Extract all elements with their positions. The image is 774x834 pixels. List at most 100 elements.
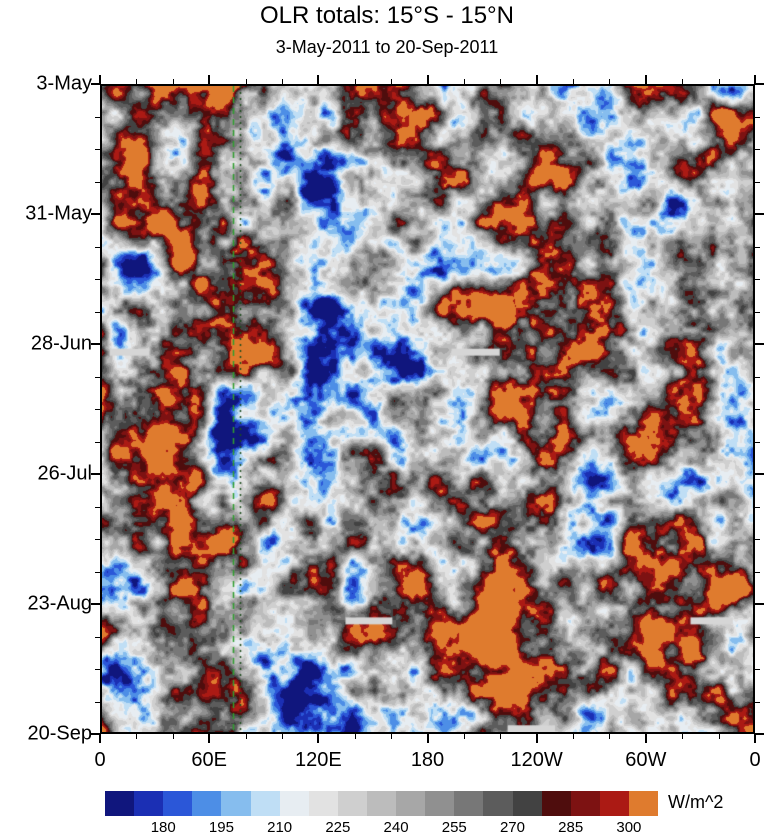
y-axis-right-minor-tick [755,571,760,573]
y-axis-minor-tick [95,116,100,118]
y-axis-major-tick [91,733,100,735]
y-axis-right-minor-tick [755,441,760,443]
colorbar-units-label: W/m^2 [668,792,724,812]
y-axis-right-minor-tick [755,506,760,508]
y-axis-right-minor-tick [755,246,760,248]
y-axis-minor-tick [95,181,100,183]
y-axis-right-minor-tick [755,116,760,118]
x-axis-top-major-tick [317,75,320,84]
x-tick-label: 0 [94,749,106,771]
colorbar-segment [396,791,426,816]
colorbar-segment [628,791,659,816]
colorbar-segment [192,791,222,816]
x-axis-minor-tick [573,734,575,739]
x-tick-label: 60W [625,749,667,771]
y-axis-right-minor-tick [755,636,760,638]
chart-subtitle: 3-May-2011 to 20-Sep-2011 [275,37,499,57]
x-axis-top-minor-tick [463,79,465,84]
x-tick-label: 60E [191,749,227,771]
colorbar-segment [512,791,542,816]
y-axis-minor-tick [95,441,100,443]
x-axis-minor-tick [245,734,247,739]
x-axis-top-major-tick [644,75,647,84]
y-axis-right-major-tick [755,603,764,605]
y-axis-right-minor-tick [755,701,760,703]
x-axis-top-major-tick [535,75,538,84]
x-axis-minor-tick [354,734,356,739]
x-axis-top-minor-tick [391,79,393,84]
x-axis-top-minor-tick [718,79,720,84]
x-tick-label: 0 [749,749,761,771]
y-axis-major-tick [91,343,100,345]
x-axis-top-minor-tick [573,79,575,84]
x-axis-top-minor-tick [500,79,502,84]
x-axis-major-tick [208,734,211,743]
y-axis-right-minor-tick [755,409,760,410]
colorbar-tick-label: 255 [441,819,467,834]
y-axis-minor-tick [95,506,100,508]
colorbar-segment [250,791,280,816]
hovmoller-field-canvas [102,86,753,732]
colorbar-segment [163,791,193,816]
y-tick-label: 26-Jul [37,462,92,485]
y-axis-right-major-tick [755,213,764,215]
y-axis-minor-tick [95,636,100,638]
colorbar-segment [366,791,397,816]
x-axis-minor-tick [682,734,684,739]
y-axis-minor-tick [95,409,100,410]
colorbar-tick-label: 225 [325,819,351,834]
colorbar-segment [308,791,338,816]
y-axis-right-minor-tick [755,669,760,670]
y-axis-right-minor-tick [755,311,760,313]
y-axis-right-major-tick [755,343,764,345]
y-axis-minor-tick [95,279,100,280]
y-axis-minor-tick [95,246,100,248]
x-axis-minor-tick [609,734,611,739]
colorbar-segment [541,791,571,816]
colorbar [105,791,659,816]
y-axis-right-minor-tick [755,149,760,150]
colorbar-tick-label: 195 [208,819,234,834]
x-axis-major-tick [317,734,320,743]
y-axis-right-major-tick [755,733,764,735]
y-axis-right-minor-tick [755,539,760,540]
y-axis-minor-tick [95,669,100,670]
x-axis-top-major-tick [754,75,756,84]
y-axis-minor-tick [95,149,100,150]
y-axis-major-tick [91,83,100,85]
colorbar-segment [337,791,367,816]
y-axis-right-major-tick [755,83,764,85]
colorbar-segment [134,791,164,816]
x-axis-major-tick [644,734,647,743]
x-axis-minor-tick [136,734,138,739]
y-tick-label: 31-May [25,202,92,225]
colorbar-segment [570,791,600,816]
y-axis-major-tick [91,603,100,605]
x-axis-minor-tick [391,734,393,739]
x-axis-top-minor-tick [245,79,247,84]
colorbar-segment [483,791,513,816]
x-axis-minor-tick [500,734,502,739]
colorbar-segment [425,791,455,816]
y-axis-minor-tick [95,376,100,378]
y-axis-minor-tick [95,571,100,573]
colorbar-tick-label: 210 [267,819,293,834]
x-axis-major-tick [426,734,429,743]
y-tick-label: 28-Jun [30,332,92,355]
colorbar-segment [105,791,135,816]
x-axis-minor-tick [172,734,174,739]
x-axis-minor-tick [718,734,720,739]
y-axis-minor-tick [95,701,100,703]
colorbar-segment [454,791,484,816]
x-axis-top-major-tick [208,75,211,84]
colorbar-segment [279,791,309,816]
y-axis-right-minor-tick [755,181,760,183]
y-tick-label: 3-May [36,72,92,95]
x-axis-major-tick [99,734,101,743]
chart-title: OLR totals: 15°S - 15°N [260,2,514,29]
colorbar-tick-label: 285 [558,819,584,834]
y-axis-right-minor-tick [755,376,760,378]
y-tick-label: 23-Aug [27,592,93,615]
x-axis-minor-tick [281,734,283,739]
